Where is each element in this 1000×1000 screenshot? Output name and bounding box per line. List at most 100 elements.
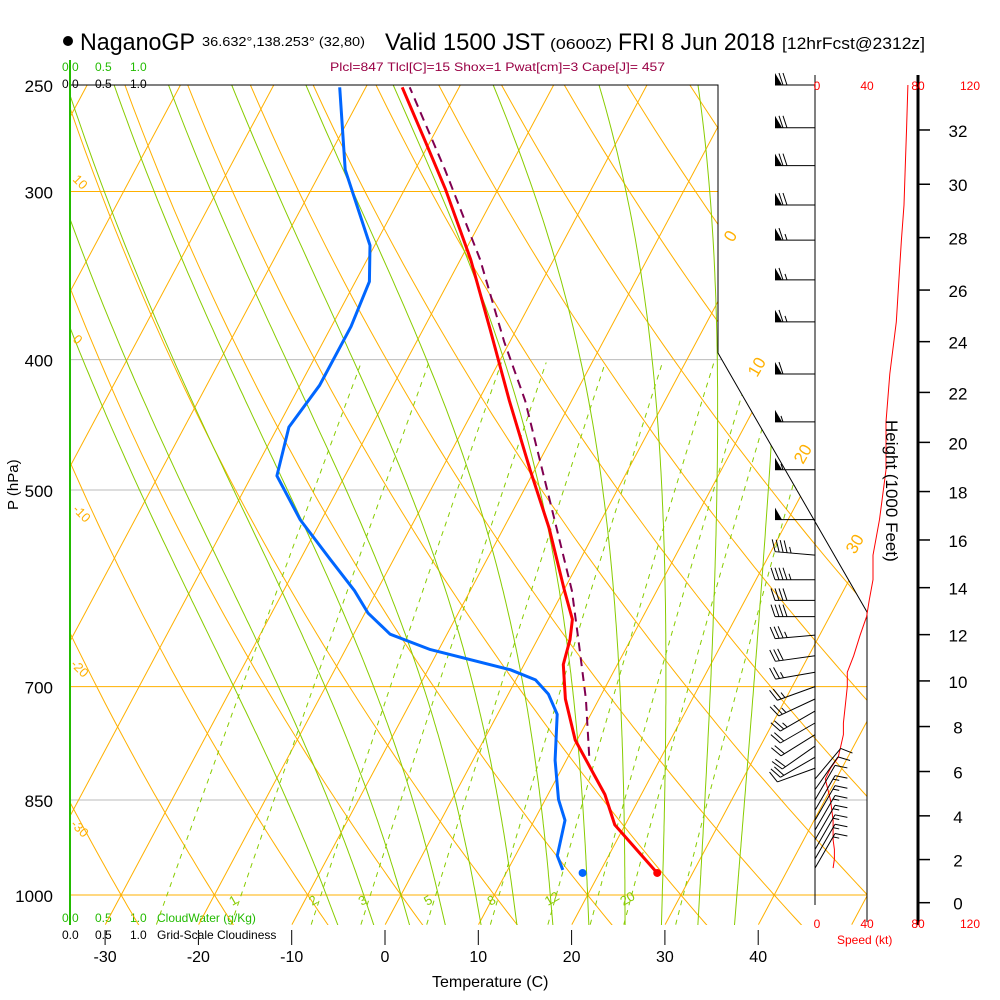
cloudwater-scale-1: 1.0 (130, 60, 147, 74)
wind-barb (775, 115, 815, 129)
wind-barb-half-feather (780, 415, 784, 423)
cloudwater-scale-1-bottom: 1.0 (130, 911, 147, 925)
temperature-tick-label: 20 (563, 949, 581, 966)
wind-barb-feather (778, 309, 784, 323)
moist-adiabat-line (392, 85, 590, 925)
mixing-ratio-line (489, 362, 663, 925)
wind-barb (769, 698, 816, 717)
wind-barb-feather (774, 567, 780, 580)
cloudiness-scale-0-bottom: 0.0 (62, 928, 79, 942)
mixing-ratio-label: 20 (617, 888, 637, 908)
wind-barb-staff (814, 823, 836, 860)
wind-barb-half-feather (780, 463, 784, 470)
wind-speed-profile (824, 84, 909, 869)
wind-barb-feather (777, 626, 784, 639)
wind-barb-feather (840, 747, 853, 754)
wind-barb-feather (773, 667, 780, 679)
wind-barb-half-feather (784, 233, 788, 241)
wind-barb (775, 72, 815, 86)
wind-barb-half-feather (832, 836, 840, 839)
wind-barb (769, 648, 816, 662)
isotherm-line (70, 85, 181, 925)
wind-barb-half-feather (832, 788, 840, 791)
dewpoint-curve (275, 87, 567, 871)
stability-indices: Plcl=847 Tlcl[C]=15 Shox=1 Pwat[cm]=3 Ca… (330, 60, 665, 74)
moist-adiabat-line (231, 85, 518, 925)
moist-adiabat-line (598, 85, 667, 925)
wind-barb-staff (775, 671, 816, 680)
wind-barb-staff (814, 785, 836, 821)
pressure-tick-label: 500 (25, 482, 53, 501)
speed-axis-label: Speed (kt) (837, 933, 892, 947)
theta-label: 10 (70, 172, 91, 193)
wind-barb (770, 710, 816, 732)
wind-barb-feather (779, 539, 784, 553)
wind-barb-feather (775, 758, 786, 768)
wind-barb-pennant (775, 507, 782, 520)
cloudiness-scale-05: 0.5 (95, 77, 112, 91)
height-tick-label: 32 (949, 122, 968, 141)
wind-barb-staff (777, 767, 816, 783)
wind-barb-feather (834, 823, 848, 828)
mixing-ratio-label: 12 (542, 888, 562, 908)
wind-barb-staff (780, 734, 816, 757)
temperature-tick-label: -30 (94, 949, 117, 966)
isotherm-line (664, 85, 867, 925)
wind-barb-feather (778, 72, 784, 86)
speed-tick-label-bottom: 0 (814, 917, 821, 931)
wind-barb-feather (769, 649, 776, 662)
wind-barb (769, 667, 816, 680)
moist-adiabat-line (168, 85, 482, 925)
wind-barb (814, 832, 848, 869)
mixing-ratio-line (360, 362, 547, 925)
wind-barb-half-feather (784, 273, 788, 281)
wind-barb (771, 745, 816, 770)
station-bullet-icon (63, 36, 73, 46)
isotherm-label: 30 (842, 531, 868, 557)
wind-barb-feather (778, 604, 784, 617)
wind-barb-pennant (775, 362, 782, 374)
dry-adiabat-line (363, 85, 867, 925)
wind-barb-half-feather (832, 798, 840, 801)
speed-tick-label-top: 40 (860, 79, 874, 93)
wind-barb-feather (834, 814, 848, 818)
wind-barb-feather (782, 604, 788, 617)
cloudwater-label: CloudWater (g/Kg) (157, 911, 256, 925)
wind-barb (814, 795, 848, 831)
moist-adiabat-line (113, 85, 447, 925)
frame-border (70, 84, 868, 613)
wind-barb-feather (773, 649, 780, 661)
temperature-tick-label: 10 (469, 949, 487, 966)
wind-barb (770, 567, 815, 581)
pressure-tick-label: 250 (25, 77, 53, 96)
temperature-tick-label: -10 (280, 949, 303, 966)
dry-adiabat-line (426, 85, 867, 925)
wind-barb-staff (814, 756, 839, 790)
wind-barb-feather (769, 690, 778, 701)
wind-barb (814, 785, 848, 821)
wind-barb-staff (775, 634, 816, 640)
mixing-ratio-line (547, 362, 715, 925)
isotherm-line (291, 85, 741, 925)
mixing-ratio-line (426, 362, 606, 925)
wind-barb-feather (774, 720, 785, 730)
wind-barb-feather (778, 227, 784, 241)
moist-adiabat-line (492, 85, 626, 925)
wind-barb-half-feather (780, 671, 784, 679)
valid-date: FRI 8 Jun 2018 (618, 29, 775, 56)
wind-barb-staff (814, 805, 836, 841)
pressure-tick-label: 700 (25, 679, 53, 698)
dry-adiabat-line (70, 85, 427, 925)
wind-barb (814, 804, 848, 841)
wind-barb-feather (778, 192, 784, 206)
height-tick-label: 12 (949, 627, 968, 646)
wind-barb-pennant (775, 267, 782, 280)
height-tick-label: 10 (949, 673, 968, 692)
wind-barb-half-feather (789, 546, 792, 554)
dry-adiabat-line (860, 85, 867, 925)
wind-barb-feather (769, 667, 777, 680)
cloudwater-scale-05: 0.5 (95, 60, 112, 74)
cloudwater-scale-05-bottom: 0.5 (95, 911, 112, 925)
parcel-curve (408, 86, 591, 756)
